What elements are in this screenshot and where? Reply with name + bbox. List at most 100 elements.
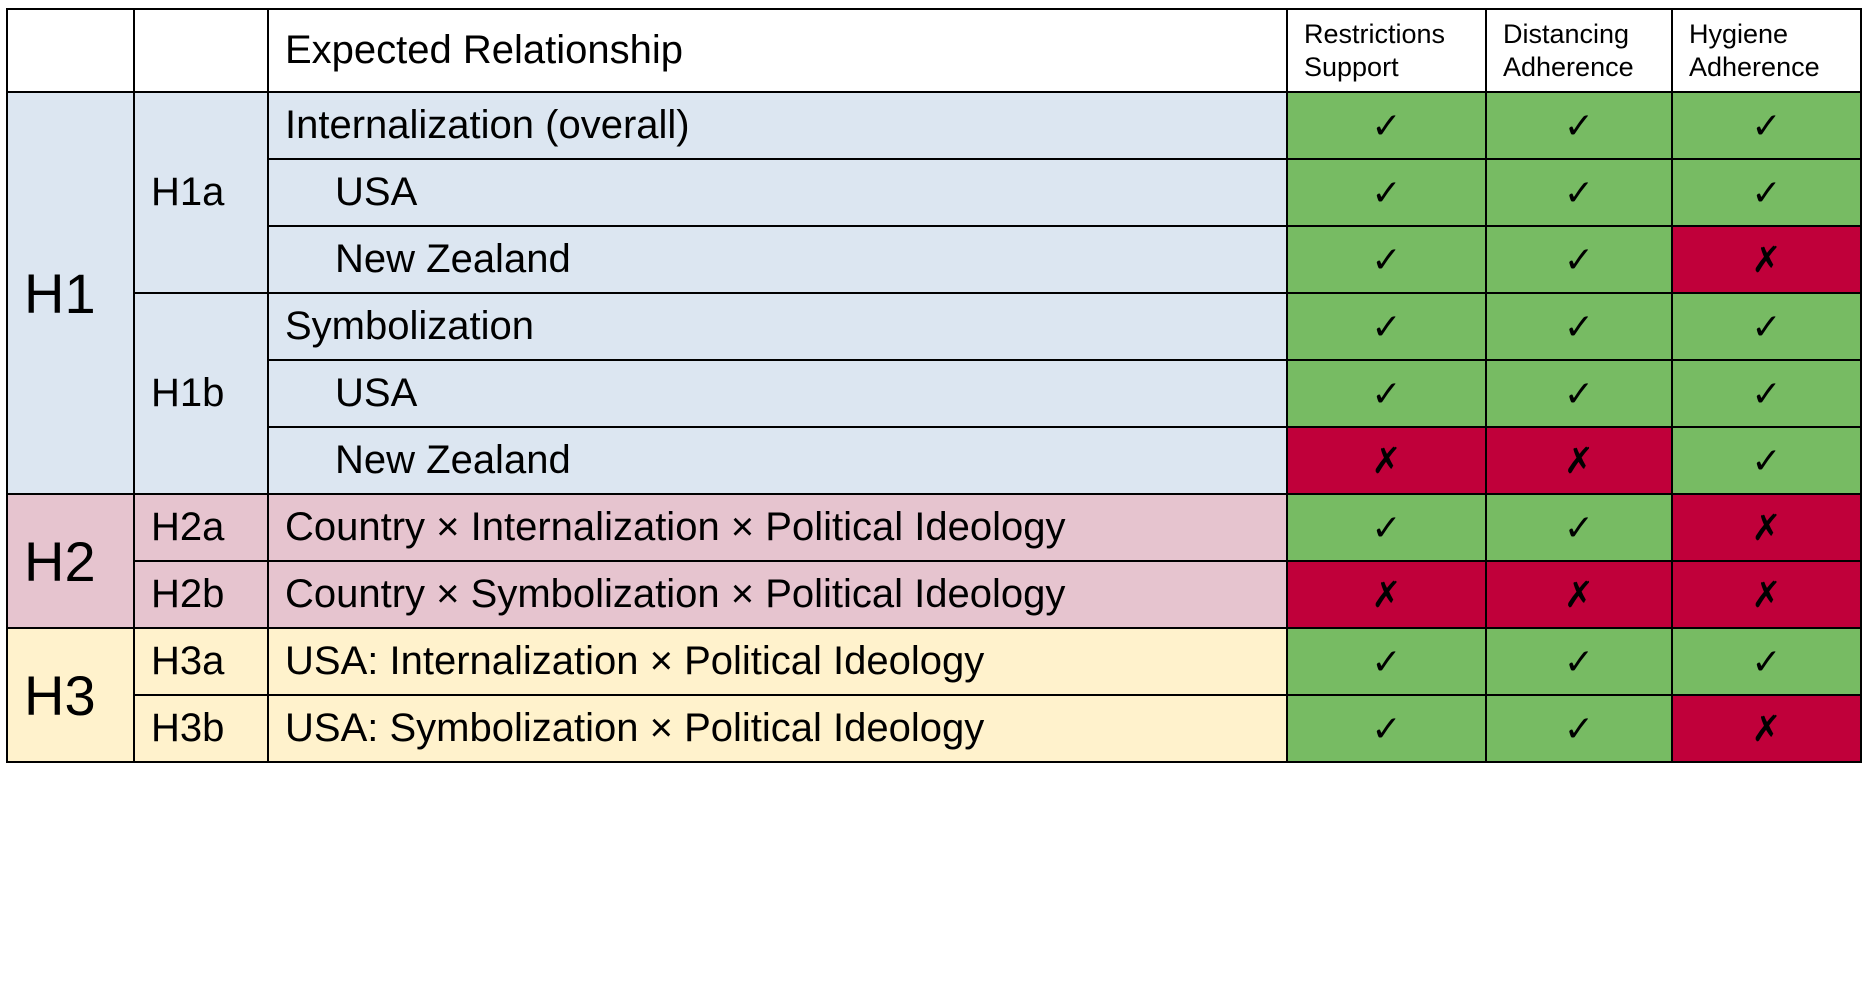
- check-mark-icon: ✓: [1563, 238, 1595, 280]
- table-row: H1b Symbolization ✓ ✓ ✓: [7, 292, 1862, 495]
- result-cell: ✓: [1286, 694, 1487, 763]
- header-expected-relationship: Expected Relationship: [267, 8, 1288, 93]
- check-mark-icon: ✓: [1563, 506, 1595, 548]
- result-cell: ✗: [1485, 426, 1673, 495]
- result-cell: ✓: [1485, 158, 1673, 227]
- result-cell: ✗: [1671, 694, 1862, 763]
- result-cell: ✓: [1485, 694, 1673, 763]
- result-cell: ✓: [1286, 493, 1487, 562]
- cross-mark-icon: ✗: [1751, 707, 1782, 749]
- result-cell: ✓: [1671, 292, 1862, 361]
- header-restrictions-support: Restrictions Support: [1286, 8, 1487, 93]
- group-label-h2: H2: [6, 493, 135, 629]
- check-mark-icon: ✓: [1751, 305, 1782, 347]
- result-cell: ✗: [1485, 560, 1673, 629]
- table-row: H1 H1a Internalization (overall) ✓ ✓ ✓: [6, 91, 1862, 495]
- header-col1-line2: Support: [1304, 51, 1399, 82]
- result-cell: ✗: [1671, 560, 1862, 629]
- header-empty-subgroup: [133, 8, 269, 93]
- group-label-h1: H1: [6, 91, 135, 495]
- table-row: H3b USA: Symbolization × Political Ideol…: [7, 694, 1862, 763]
- subgroup-label-h1a: H1a: [133, 91, 269, 294]
- check-mark-icon: ✓: [1563, 372, 1595, 414]
- subgroup-label-h2a: H2a: [133, 493, 269, 562]
- check-mark-icon: ✓: [1563, 305, 1595, 347]
- subgroup-label-h3b: H3b: [133, 694, 269, 763]
- result-cell: ✓: [1485, 627, 1673, 696]
- result-cell: ✓: [1485, 91, 1673, 160]
- check-mark-icon: ✓: [1751, 171, 1782, 213]
- result-cell: ✓: [1485, 225, 1673, 294]
- table-row: H2 H2a Country × Internalization × Polit…: [6, 493, 1862, 629]
- result-cell: ✓: [1485, 359, 1673, 428]
- table-row: USA ✓ ✓ ✓: [7, 359, 1862, 428]
- table-header-row: Expected Relationship Restrictions Suppo…: [6, 8, 1862, 93]
- subgroup-label-h3a: H3a: [133, 627, 269, 696]
- result-cell: ✗: [1671, 225, 1862, 294]
- table-row: H2b Country × Symbolization × Political …: [7, 560, 1862, 629]
- relationship-cell: New Zealand: [267, 225, 1288, 294]
- result-cell: ✓: [1671, 359, 1862, 428]
- header-hygiene-adherence: Hygiene Adherence: [1671, 8, 1862, 93]
- result-cell: ✗: [1286, 560, 1487, 629]
- subgroup-label-h2b: H2b: [133, 560, 269, 629]
- cross-mark-icon: ✗: [1751, 238, 1782, 280]
- check-mark-icon: ✓: [1751, 104, 1782, 146]
- result-cell: ✗: [1671, 493, 1862, 562]
- relationship-cell: Internalization (overall): [267, 91, 1288, 160]
- table-row: New Zealand ✗ ✗ ✓: [7, 426, 1862, 495]
- check-mark-icon: ✓: [1563, 171, 1595, 213]
- cross-mark-icon: ✗: [1751, 573, 1782, 615]
- cross-mark-icon: ✗: [1371, 573, 1402, 615]
- check-mark-icon: ✓: [1563, 104, 1595, 146]
- table-row: USA ✓ ✓ ✓: [7, 158, 1862, 227]
- relationship-cell: Country × Internalization × Political Id…: [267, 493, 1288, 562]
- check-mark-icon: ✓: [1751, 372, 1782, 414]
- result-cell: ✓: [1286, 225, 1487, 294]
- result-cell: ✓: [1286, 158, 1487, 227]
- check-mark-icon: ✓: [1751, 640, 1782, 682]
- hypothesis-table: Expected Relationship Restrictions Suppo…: [6, 8, 1862, 763]
- check-mark-icon: ✓: [1563, 640, 1595, 682]
- relationship-cell: New Zealand: [267, 426, 1288, 495]
- check-mark-icon: ✓: [1371, 640, 1402, 682]
- subgroup-label-h1b: H1b: [133, 292, 269, 495]
- cross-mark-icon: ✗: [1371, 439, 1402, 481]
- result-cell: ✓: [1671, 426, 1862, 495]
- result-cell: ✓: [1671, 91, 1862, 160]
- header-distancing-adherence: Distancing Adherence: [1485, 8, 1673, 93]
- relationship-cell: Country × Symbolization × Political Ideo…: [267, 560, 1288, 629]
- cross-mark-icon: ✗: [1563, 439, 1595, 481]
- result-cell: ✓: [1286, 627, 1487, 696]
- header-col3-line1: Hygiene: [1689, 18, 1789, 49]
- result-cell: ✓: [1485, 493, 1673, 562]
- header-col2-line1: Distancing: [1503, 18, 1630, 49]
- check-mark-icon: ✓: [1371, 104, 1402, 146]
- cross-mark-icon: ✗: [1751, 506, 1782, 548]
- check-mark-icon: ✓: [1371, 707, 1402, 749]
- table-row: H3 H3a USA: Internalization × Political …: [6, 627, 1862, 763]
- cross-mark-icon: ✗: [1563, 573, 1595, 615]
- relationship-cell: USA: Internalization × Political Ideolog…: [267, 627, 1288, 696]
- group-label-h3: H3: [6, 627, 135, 763]
- result-cell: ✓: [1671, 158, 1862, 227]
- result-cell: ✓: [1485, 292, 1673, 361]
- header-col2-line2: Adherence: [1503, 51, 1634, 82]
- result-cell: ✓: [1671, 627, 1862, 696]
- check-mark-icon: ✓: [1371, 171, 1402, 213]
- check-mark-icon: ✓: [1371, 372, 1402, 414]
- header-empty-group: [6, 8, 135, 93]
- relationship-cell: USA: [267, 359, 1288, 428]
- result-cell: ✓: [1286, 359, 1487, 428]
- result-cell: ✓: [1286, 292, 1487, 361]
- check-mark-icon: ✓: [1751, 439, 1782, 481]
- result-cell: ✓: [1286, 91, 1487, 160]
- result-cell: ✗: [1286, 426, 1487, 495]
- check-mark-icon: ✓: [1371, 506, 1402, 548]
- relationship-cell: USA: Symbolization × Political Ideology: [267, 694, 1288, 763]
- relationship-cell: Symbolization: [267, 292, 1288, 361]
- check-mark-icon: ✓: [1371, 305, 1402, 347]
- check-mark-icon: ✓: [1371, 238, 1402, 280]
- header-col3-line2: Adherence: [1689, 51, 1820, 82]
- check-mark-icon: ✓: [1563, 707, 1595, 749]
